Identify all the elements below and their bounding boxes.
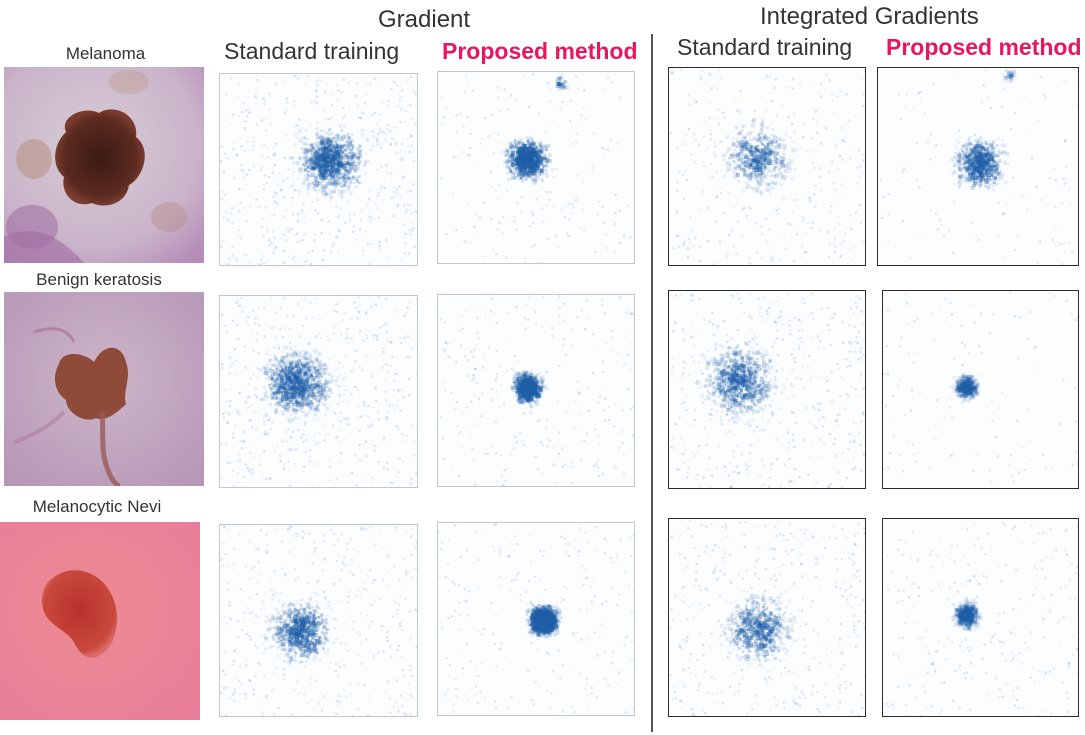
ig-standard-training-header: Standard training	[677, 34, 853, 60]
gradient-standard-melanoma	[219, 73, 418, 266]
integrated-gradients-group-header: Integrated Gradients	[760, 3, 979, 30]
gradient-standard-melanocytic-nevi	[219, 524, 418, 717]
gradient-proposed-melanoma	[437, 71, 635, 264]
ig-standard-melanoma	[668, 67, 866, 266]
ig-proposed-benign-keratosis	[882, 290, 1079, 489]
gradient-group-header: Gradient	[378, 6, 471, 33]
benign-keratosis-lesion-image	[4, 292, 204, 486]
section-divider	[651, 34, 653, 732]
ig-proposed-melanoma	[877, 67, 1079, 266]
melanocytic-nevi-lesion-image	[0, 522, 200, 720]
gradient-proposed-melanocytic-nevi	[437, 522, 635, 716]
gradient-standard-training-header: Standard training	[224, 38, 400, 64]
gradient-proposed-benign-keratosis	[437, 294, 635, 487]
ig-standard-benign-keratosis	[668, 290, 866, 489]
row-label-melanocytic-nevi: Melanocytic Nevi	[32, 497, 162, 516]
gradient-standard-benign-keratosis	[219, 295, 418, 488]
ig-proposed-melanocytic-nevi	[882, 518, 1079, 717]
row-label-benign-keratosis: Benign keratosis	[36, 270, 162, 289]
melanoma-lesion-image	[4, 67, 204, 263]
ig-standard-melanocytic-nevi	[668, 518, 866, 717]
gradient-proposed-method-header: Proposed method	[442, 38, 638, 64]
ig-proposed-method-header: Proposed method	[886, 34, 1082, 60]
row-label-melanoma: Melanoma	[65, 44, 146, 63]
